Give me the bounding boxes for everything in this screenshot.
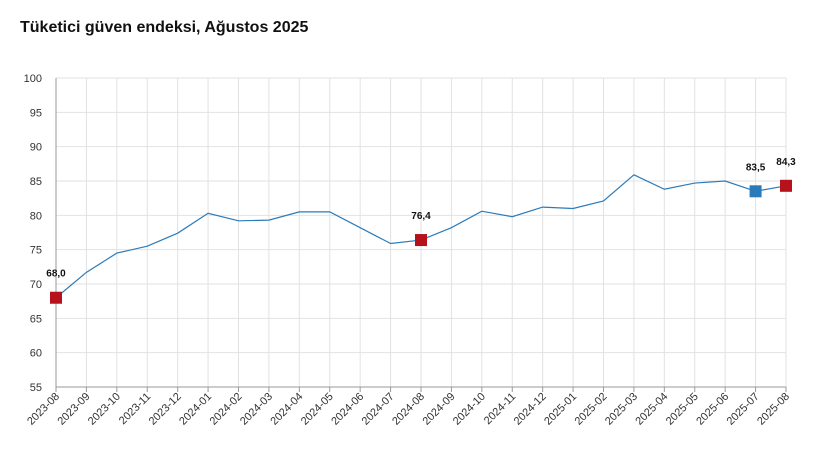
x-tick-label: 2024-07 <box>360 391 397 428</box>
data-label: 83,5 <box>746 162 766 173</box>
x-tick-label: 2024-09 <box>421 391 458 428</box>
y-tick-label: 70 <box>30 279 42 291</box>
highlight-marker <box>780 179 792 192</box>
x-tick-label: 2025-02 <box>573 391 610 428</box>
x-tick-label: 2023-09 <box>56 391 93 428</box>
chart-title: Tüketici güven endeksi, Ağustos 2025 <box>20 19 309 36</box>
x-tick-label: 2025-07 <box>725 391 762 428</box>
y-tick-label: 65 <box>30 313 42 325</box>
y-tick-label: 80 <box>30 210 42 222</box>
y-tick-label: 85 <box>30 176 42 188</box>
x-tick-label: 2024-08 <box>390 391 427 428</box>
x-tick-label: 2024-04 <box>268 391 305 428</box>
y-tick-label: 75 <box>30 245 42 257</box>
x-tick-label: 2024-12 <box>512 391 549 428</box>
y-tick-label: 95 <box>30 107 42 119</box>
x-tick-label: 2024-10 <box>451 391 488 428</box>
data-label: 68,0 <box>46 269 66 280</box>
y-tick-label: 100 <box>24 73 42 85</box>
highlight-marker <box>415 234 427 247</box>
x-tick-label: 2025-01 <box>542 391 579 428</box>
x-tick-label: 2023-10 <box>86 391 123 428</box>
x-tick-label: 2025-08 <box>755 391 792 428</box>
y-tick-label: 90 <box>30 142 42 154</box>
highlight-marker <box>749 185 762 198</box>
x-tick-label: 2025-04 <box>633 391 670 428</box>
data-label: 76,4 <box>411 211 431 222</box>
x-tick-label: 2024-02 <box>208 391 245 428</box>
x-tick-label: 2023-12 <box>147 391 184 428</box>
x-tick-label: 2025-06 <box>694 391 731 428</box>
x-tick-label: 2024-01 <box>177 391 214 428</box>
x-tick-label: 2024-03 <box>238 391 275 428</box>
highlight-marker <box>50 291 62 304</box>
x-tick-label: 2023-08 <box>25 391 62 428</box>
y-tick-label: 60 <box>30 348 42 360</box>
data-label: 84,3 <box>776 157 796 168</box>
x-tick-label: 2025-03 <box>603 391 640 428</box>
y-tick-label: 55 <box>30 382 42 394</box>
x-tick-label: 2024-06 <box>329 391 366 428</box>
x-tick-label: 2025-05 <box>664 391 701 428</box>
x-tick-label: 2024-05 <box>299 391 336 428</box>
